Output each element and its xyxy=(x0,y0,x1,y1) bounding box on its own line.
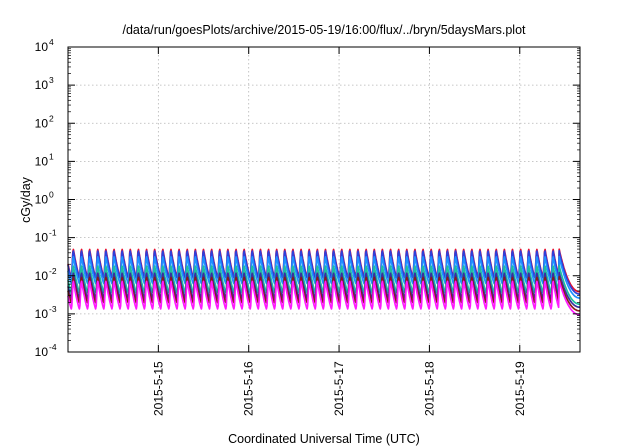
y-tick-exponent: -1 xyxy=(49,228,57,238)
y-tick-label: 10 -2 xyxy=(35,266,57,283)
y-tick-label: 10 1 xyxy=(35,151,54,168)
x-tick-labels: 2015-5-15 2015-5-16 2015-5-17 2015-5-18 2015… xyxy=(151,361,526,416)
y-tick-label: 10 2 xyxy=(35,113,54,130)
y-tick-exponent: 4 xyxy=(49,37,54,47)
ticks xyxy=(68,46,580,353)
y-tick-exponent: -4 xyxy=(49,342,57,352)
y-tick-exponent: -2 xyxy=(49,266,57,276)
x-tick-label: 2015-5-19 xyxy=(513,361,527,416)
y-tick-base: 10 xyxy=(35,231,49,245)
y-tick-base: 10 xyxy=(35,193,49,207)
x-tick-label: 2015-5-16 xyxy=(242,361,256,416)
x-tick-label: 2015-5-18 xyxy=(422,361,436,416)
y-tick-label: 10 -3 xyxy=(35,304,57,321)
y-tick-label: 10 0 xyxy=(35,190,54,207)
x-tick-label: 2015-5-15 xyxy=(151,361,165,416)
grid xyxy=(68,47,580,352)
x-tick-label: 2015-5-17 xyxy=(332,361,346,416)
y-axis-label: cGy/day xyxy=(19,176,33,223)
y-tick-base: 10 xyxy=(35,116,49,130)
y-tick-base: 10 xyxy=(35,269,49,283)
y-tick-base: 10 xyxy=(35,307,49,321)
y-tick-label: 10 -1 xyxy=(35,228,57,245)
y-tick-base: 10 xyxy=(35,154,49,168)
y-tick-base: 10 xyxy=(35,40,49,54)
y-tick-exponent: 2 xyxy=(49,113,54,123)
y-tick-exponent: 3 xyxy=(49,75,54,85)
x-axis-label: Coordinated Universal Time (UTC) xyxy=(228,432,420,446)
chart-title: /data/run/goesPlots/archive/2015-05-19/1… xyxy=(122,23,526,37)
y-tick-exponent: 1 xyxy=(49,151,54,161)
y-tick-exponent: 0 xyxy=(49,190,54,200)
y-tick-base: 10 xyxy=(35,345,49,359)
series-line xyxy=(67,279,581,316)
y-tick-exponent: -3 xyxy=(49,304,57,314)
plot-lines xyxy=(67,248,581,316)
y-tick-label: 10 4 xyxy=(35,37,54,54)
y-tick-label: 10 3 xyxy=(35,75,54,92)
y-tick-label: 10 -4 xyxy=(35,342,57,359)
y-tick-base: 10 xyxy=(35,78,49,92)
